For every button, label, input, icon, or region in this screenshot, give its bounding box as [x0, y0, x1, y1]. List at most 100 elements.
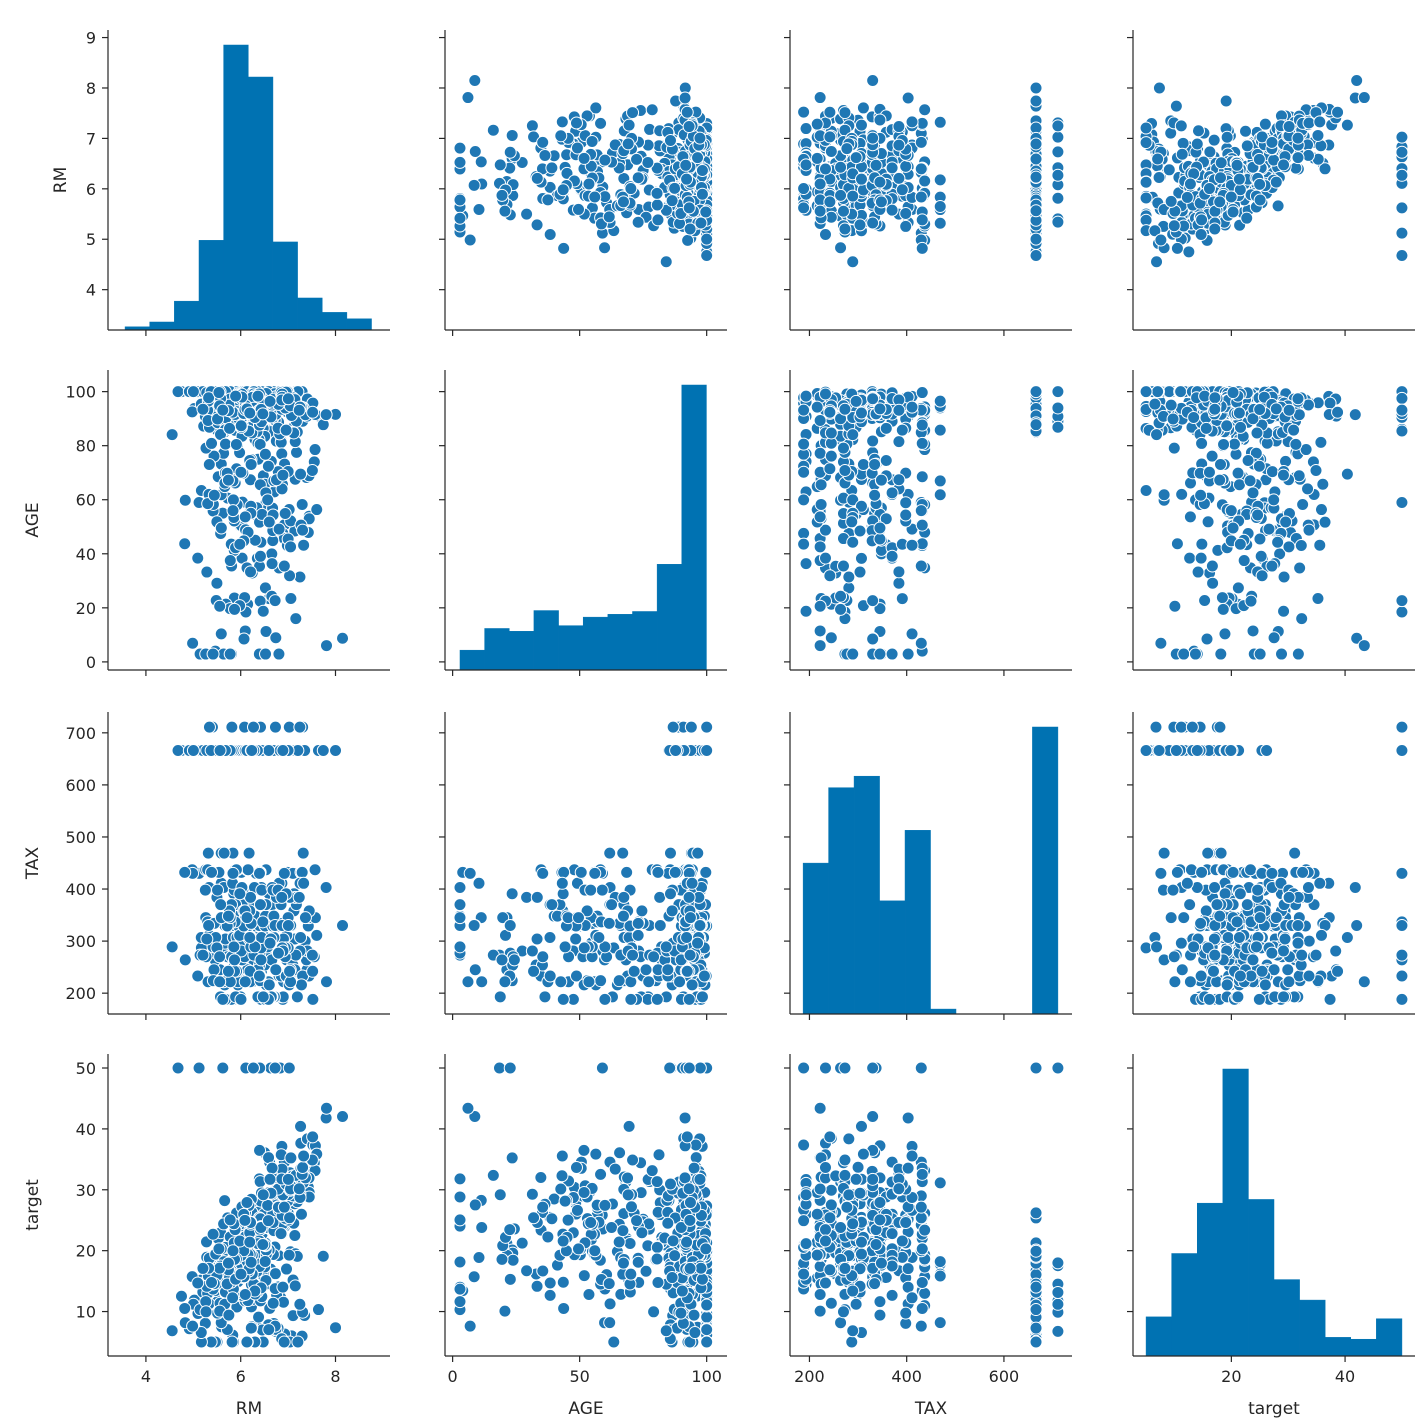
scatter-point [1219, 94, 1233, 108]
scatter-point [213, 599, 227, 613]
scatter-point [846, 189, 860, 203]
scatter-point [1275, 647, 1289, 661]
scatter-point [663, 887, 677, 901]
scatter-point [205, 865, 219, 879]
scatter-point [1255, 964, 1269, 978]
scatter-point [602, 210, 616, 224]
scatter-point [1395, 424, 1409, 438]
y-tick-label: 300 [65, 932, 96, 951]
hist-bar [346, 318, 372, 331]
scatter-point [1152, 171, 1166, 185]
scatter-point [1253, 911, 1267, 925]
scatter-point [813, 510, 827, 524]
scatter-point [813, 446, 827, 460]
scatter-point [1231, 990, 1245, 1004]
scatter-point [253, 549, 267, 563]
y-tick-label: 20 [76, 599, 96, 618]
scatter-point [252, 969, 266, 983]
scatter-point [1244, 594, 1258, 608]
scatter-point [1051, 130, 1065, 144]
panel-age-vs-tax [784, 370, 1072, 676]
y-tick-label: 60 [76, 491, 96, 510]
scatter-point [1164, 398, 1178, 412]
scatter-point [1029, 137, 1043, 151]
scatter-point [453, 141, 467, 155]
y-tick-label: 8 [86, 79, 96, 98]
scatter-point [846, 535, 860, 549]
scatter-point [1295, 612, 1309, 626]
scatter-point [1296, 865, 1310, 879]
y-tick-label: 5 [86, 230, 96, 249]
scatter-point [1029, 248, 1043, 262]
scatter-point [1150, 940, 1164, 954]
scatter-point [873, 402, 887, 416]
scatter-point [223, 421, 237, 435]
scatter-point [1183, 898, 1197, 912]
scatter-point [641, 156, 655, 170]
scatter-point [1350, 918, 1364, 932]
scatter-point [1313, 876, 1327, 890]
scatter-point [1220, 419, 1234, 433]
scatter-point [1291, 918, 1305, 932]
scatter-point [933, 394, 947, 408]
scatter-point [269, 631, 283, 645]
scatter-point [1217, 437, 1231, 451]
scatter-point [1277, 570, 1291, 584]
scatter-point [846, 647, 860, 661]
scatter-point [1246, 624, 1260, 638]
scatter-point [336, 631, 350, 645]
scatter-point [1198, 594, 1212, 608]
scatter-point [834, 188, 848, 202]
scatter-point [290, 990, 304, 1004]
scatter-point [1348, 408, 1362, 422]
y-tick-label: 40 [76, 545, 96, 564]
scatter-point [1174, 720, 1188, 734]
scatter-point [284, 592, 298, 606]
scatter-point [624, 182, 638, 196]
scatter-point [186, 744, 200, 758]
scatter-point [178, 537, 192, 551]
scatter-point [305, 463, 319, 477]
scatter-point [319, 408, 333, 422]
scatter-point [1240, 211, 1254, 225]
scatter-point [836, 204, 850, 218]
scatter-point [1395, 226, 1409, 240]
scatter-point [186, 385, 200, 399]
scatter-point [272, 647, 286, 661]
scatter-point [1174, 119, 1188, 133]
scatter-point [642, 975, 656, 989]
scatter-point [1314, 503, 1328, 517]
scatter-point [192, 1061, 206, 1075]
scatter-point [799, 604, 813, 618]
scatter-point [1175, 963, 1189, 977]
scatter-point [845, 515, 859, 529]
scatter-point [1254, 549, 1268, 563]
scatter-point [899, 219, 913, 233]
scatter-point [1277, 990, 1291, 1004]
scatter-point [1395, 130, 1409, 144]
scatter-point [212, 386, 226, 400]
scatter-point [1278, 932, 1292, 946]
scatter-point [234, 992, 248, 1006]
scatter-point [682, 201, 696, 215]
scatter-point [1029, 170, 1043, 184]
scatter-point [266, 1296, 280, 1310]
scatter-point [626, 948, 640, 962]
scatter-point [933, 115, 947, 129]
scatter-point [1395, 948, 1409, 962]
scatter-point [854, 118, 868, 132]
scatter-point [1253, 177, 1267, 191]
scatter-point [838, 222, 852, 236]
scatter-point [1309, 463, 1323, 477]
scatter-point [1224, 190, 1238, 204]
scatter-point [645, 103, 659, 117]
scatter-point [1151, 385, 1165, 399]
scatter-point [1226, 386, 1240, 400]
scatter-point [602, 916, 616, 930]
scatter-point [1183, 551, 1197, 565]
scatter-point [530, 890, 544, 904]
scatter-point [205, 436, 219, 450]
scatter-point [1151, 152, 1165, 166]
scatter-point [206, 647, 220, 661]
